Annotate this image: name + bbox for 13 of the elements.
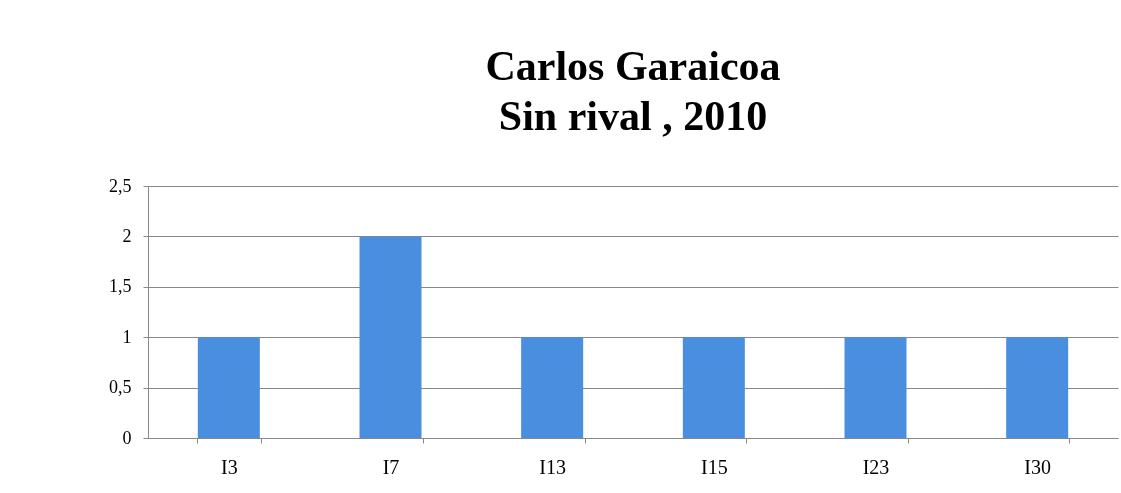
y-tick-label: 1 [122, 326, 132, 347]
y-tick-label: 0,5 [109, 377, 132, 398]
y-tick-label: 1,5 [109, 276, 132, 297]
y-tick-label: 2,5 [109, 175, 132, 196]
x-tick-label: I23 [862, 455, 890, 478]
x-tick-label: I30 [1024, 455, 1051, 478]
x-tick-label: I13 [539, 455, 566, 478]
x-tick-label: I7 [382, 455, 400, 478]
y-tick-label: 2 [122, 225, 132, 246]
y-tick-label: 0 [122, 427, 132, 448]
chart-title: Carlos Garaicoa Sin rival , 2010 [485, 43, 781, 139]
x-tick-label: I3 [221, 455, 238, 478]
x-tick-label: I15 [701, 455, 728, 478]
